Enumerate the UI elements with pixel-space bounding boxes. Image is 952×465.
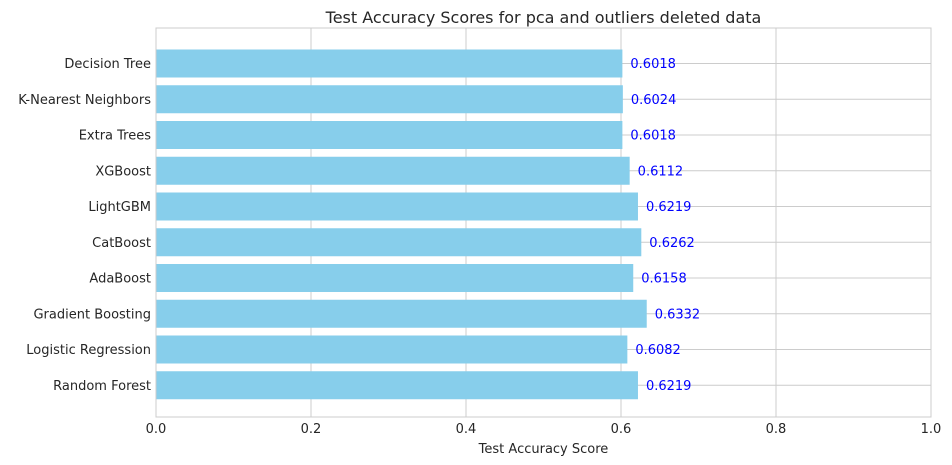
data-label: 0.6332	[655, 307, 701, 322]
y-tick-label: K-Nearest Neighbors	[18, 93, 151, 108]
x-tick-label: 0.0	[146, 422, 167, 437]
bar	[156, 228, 642, 257]
data-label: 0.6024	[631, 93, 677, 108]
y-tick-label: LightGBM	[88, 200, 151, 215]
bar	[156, 192, 638, 221]
x-tick-label: 0.6	[611, 422, 632, 437]
bar	[156, 156, 630, 185]
data-label: 0.6158	[641, 272, 687, 287]
data-label: 0.6018	[630, 57, 676, 72]
x-tick-label: 0.8	[766, 422, 787, 437]
bar	[156, 299, 647, 328]
data-label: 0.6112	[638, 164, 684, 179]
data-label: 0.6219	[646, 379, 692, 394]
bar-layer	[156, 49, 647, 400]
bar	[156, 85, 623, 114]
bar	[156, 335, 628, 364]
data-label: 0.6262	[649, 236, 695, 251]
tick-layer: 0.0 0.2 0.4 0.6 0.8 1.0 Decision Tree K-Nearest…	[18, 57, 941, 437]
data-label: 0.6018	[630, 129, 676, 144]
y-tick-label: Decision Tree	[64, 57, 151, 72]
x-axis-label: Test Accuracy Score	[478, 442, 609, 457]
bar	[156, 264, 634, 292]
label-layer: 0.6018 0.6024 0.6018 0.6112 0.6219 0.6262 0.61…	[630, 57, 700, 394]
plot-frame	[155, 27, 932, 418]
y-tick-label: Random Forest	[53, 379, 151, 394]
x-tick-label: 0.2	[301, 422, 322, 437]
data-label: 0.6219	[646, 200, 692, 215]
data-label: 0.6082	[635, 343, 681, 358]
chart-title: Test Accuracy Scores for pca and outlier…	[325, 8, 762, 27]
x-tick-label: 1.0	[921, 422, 942, 437]
y-tick-label: Logistic Regression	[26, 343, 151, 358]
y-tick-label: Gradient Boosting	[33, 307, 151, 322]
y-tick-label: AdaBoost	[89, 272, 151, 287]
y-tick-label: Extra Trees	[79, 129, 152, 144]
bar	[156, 371, 638, 400]
x-tick-label: 0.4	[456, 422, 477, 437]
bar	[156, 49, 623, 78]
y-tick-label: CatBoost	[92, 236, 151, 251]
y-tick-label: XGBoost	[95, 164, 151, 179]
bar	[156, 121, 623, 149]
